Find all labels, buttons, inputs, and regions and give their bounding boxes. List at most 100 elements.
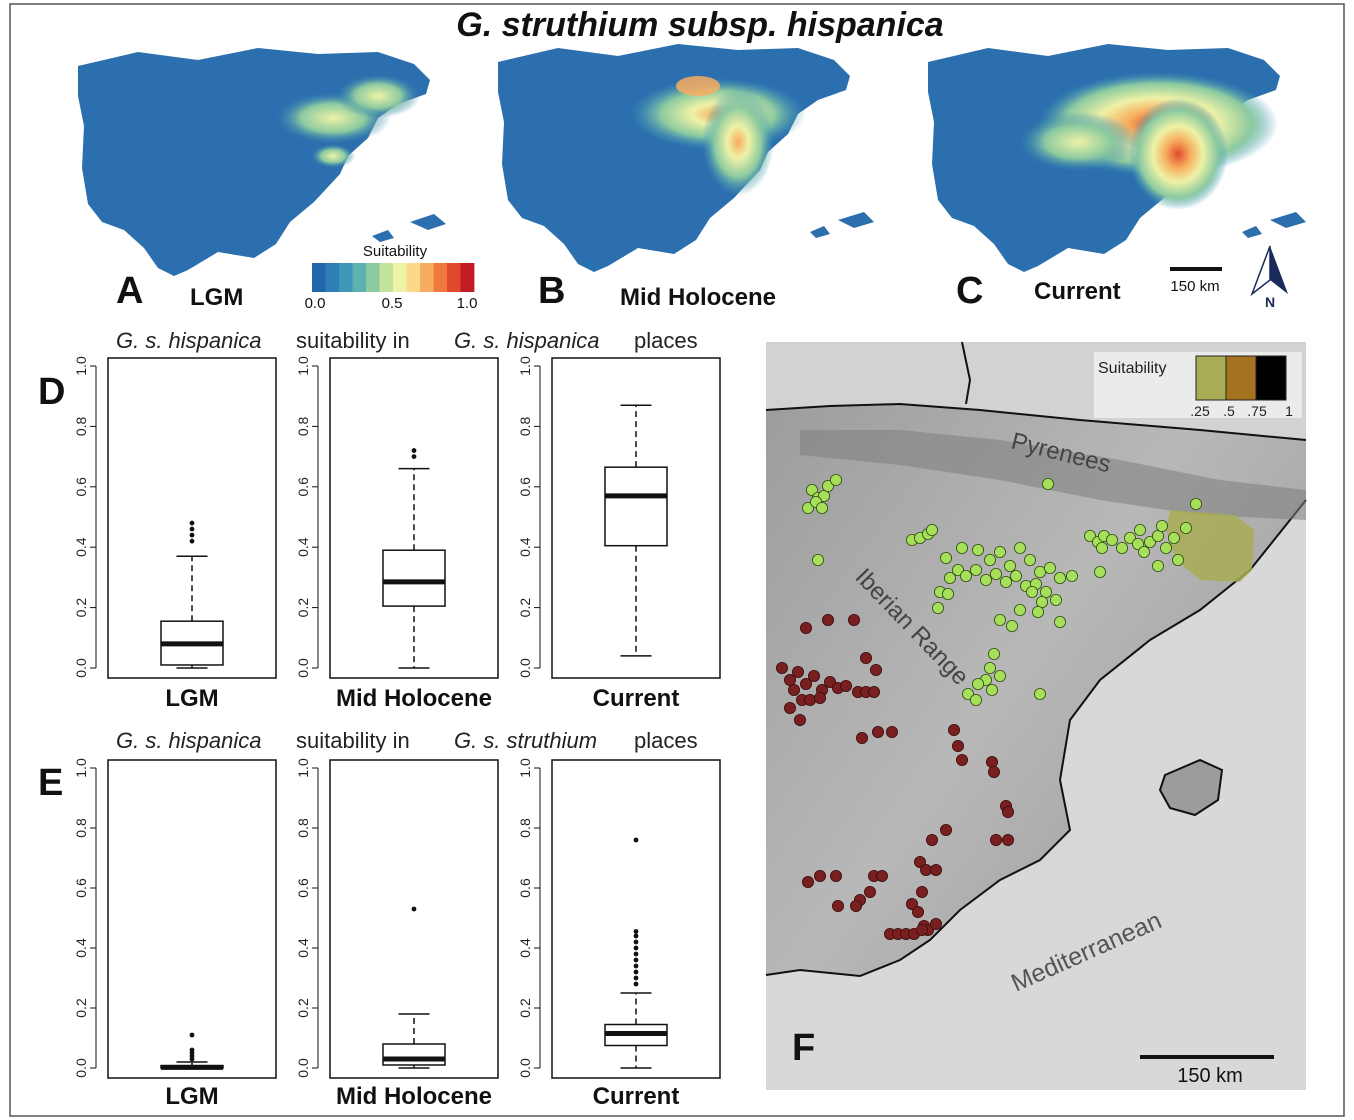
row-e-title-sp2: G. s. struthium (454, 728, 597, 753)
occurrence-point-struthium (952, 740, 965, 753)
box-category-label: Mid Holocene (336, 685, 492, 712)
occurrence-point-hispanica (1106, 534, 1119, 547)
y-tick-label: 0.8 (295, 818, 311, 838)
occurrence-point-struthium (886, 726, 899, 739)
y-tick-label: 1.0 (295, 758, 311, 778)
box (382, 549, 446, 607)
y-tick-label: 0.0 (73, 658, 89, 678)
occurrence-point-struthium (824, 676, 837, 689)
occurrence-point-hispanica (822, 479, 835, 492)
occurrence-point-hispanica (1138, 546, 1151, 559)
occurrence-point-struthium (916, 924, 929, 937)
occurrence-point-struthium (804, 694, 817, 707)
occurrence-point-hispanica (806, 483, 819, 496)
outlier-point (633, 975, 639, 981)
occurrence-point-hispanica (1094, 566, 1107, 579)
occurrence-point-hispanica (1124, 532, 1137, 545)
outlier-point (411, 454, 417, 459)
y-tick-label: 0.2 (73, 598, 89, 618)
occurrence-point-struthium (850, 900, 863, 913)
y-tick-label: 0.8 (73, 818, 89, 838)
occurrence-point-hispanica (932, 602, 945, 615)
panel-letter-a: A (116, 270, 143, 312)
occurrence-point-hispanica (1010, 570, 1023, 583)
y-tick-label: 0.0 (73, 1058, 89, 1078)
scale-cell (352, 263, 367, 292)
row-d-title-sp1: G. s. hispanica (116, 328, 262, 353)
outlier-point (189, 538, 195, 544)
occurrence-point-hispanica (994, 614, 1007, 627)
map-f-legend-tick-1: 1 (1285, 403, 1293, 419)
occurrence-point-struthium (800, 622, 813, 635)
occurrence-point-hispanica (944, 572, 957, 585)
occurrence-point-struthium (830, 870, 843, 883)
outlier-point (633, 939, 639, 945)
row-e-title-sp1: G. s. hispanica (116, 728, 262, 753)
occurrence-point-struthium (788, 684, 801, 697)
occurrence-point-hispanica (1006, 620, 1019, 633)
panel-letter-e: E (38, 762, 63, 804)
occurrence-point-struthium (870, 664, 883, 677)
scale-cell (379, 263, 394, 292)
suitability-legend: Suitability 0.0 0.5 1.0 (305, 243, 478, 312)
panel-letter-f: F (792, 1027, 815, 1069)
box-category-label: Current (593, 685, 680, 712)
occurrence-point-struthium (792, 666, 805, 679)
y-tick-label: 0.2 (517, 598, 533, 618)
boxplot-row-e: 0.0 0.2 0.4 0.6 0.8 1.0 LGM 0.0 0.2 0.4 0.6 0.8 1.0 M… (73, 758, 721, 1110)
occurrence-point-struthium (802, 876, 815, 889)
occurrence-point-hispanica (1172, 554, 1185, 567)
occurrence-point-struthium (912, 906, 925, 919)
occurrence-point-hispanica (988, 648, 1001, 661)
occurrence-point-struthium (856, 732, 869, 745)
occurrence-point-struthium (926, 834, 939, 847)
occurrence-point-struthium (808, 670, 821, 683)
y-tick-label: 0.8 (517, 416, 533, 436)
occurrence-point-struthium (860, 652, 873, 665)
y-tick-label: 0.4 (517, 938, 533, 958)
map-f-legend-tick-05: .5 (1223, 403, 1235, 419)
outlier-point (411, 906, 417, 912)
occurrence-point-hispanica (1014, 542, 1027, 555)
plot-frame (329, 759, 499, 1079)
occurrence-point-struthium (920, 864, 933, 877)
occurrence-point-struthium (990, 834, 1003, 847)
y-tick-label: 0.2 (295, 598, 311, 618)
box-category-label: LGM (165, 1083, 218, 1110)
occurrence-point-hispanica (1190, 497, 1203, 510)
occurrence-point-hispanica (984, 662, 997, 675)
occurrence-point-struthium (848, 614, 861, 627)
occurrence-point-hispanica (1054, 572, 1067, 585)
occurrence-point-hispanica (1032, 606, 1045, 619)
outlier-point (189, 526, 195, 532)
occurrence-point-hispanica (1096, 542, 1109, 555)
y-tick-label: 0.6 (517, 477, 533, 497)
occurrence-point-hispanica (962, 688, 975, 701)
occurrence-point-hispanica (986, 684, 999, 697)
occurrence-point-struthium (1002, 806, 1015, 819)
occurrence-point-struthium (1002, 834, 1015, 847)
y-tick-label: 0.4 (295, 938, 311, 958)
occurrence-point-hispanica (990, 568, 1003, 581)
outlier-point (633, 933, 639, 939)
occurrence-point-hispanica (1168, 532, 1181, 545)
occurrence-point-struthium (930, 918, 943, 931)
occurrence-point-hispanica (970, 564, 983, 577)
occurrence-point-struthium (986, 756, 999, 769)
panel-letter-d: D (38, 371, 65, 413)
occurrence-points-struthium (776, 614, 1015, 941)
y-tick-label: 0.8 (295, 416, 311, 436)
occurrence-point-hispanica (970, 694, 983, 707)
occurrence-point-struthium (914, 856, 927, 869)
suitability-color-bar (312, 263, 475, 292)
y-tick-label: 0.4 (73, 537, 89, 557)
map-f-legend-title: Suitability (1098, 360, 1166, 377)
occurrence-point-struthium (864, 886, 877, 899)
top-scalebar-label: 150 km (1170, 278, 1219, 295)
occurrence-points-hispanica (802, 473, 1203, 707)
occurrence-point-struthium (794, 714, 807, 727)
map-panel-a (78, 48, 446, 276)
map-panel-c (928, 44, 1306, 272)
occurrence-point-hispanica (1160, 542, 1173, 555)
scale-cell (325, 263, 340, 292)
